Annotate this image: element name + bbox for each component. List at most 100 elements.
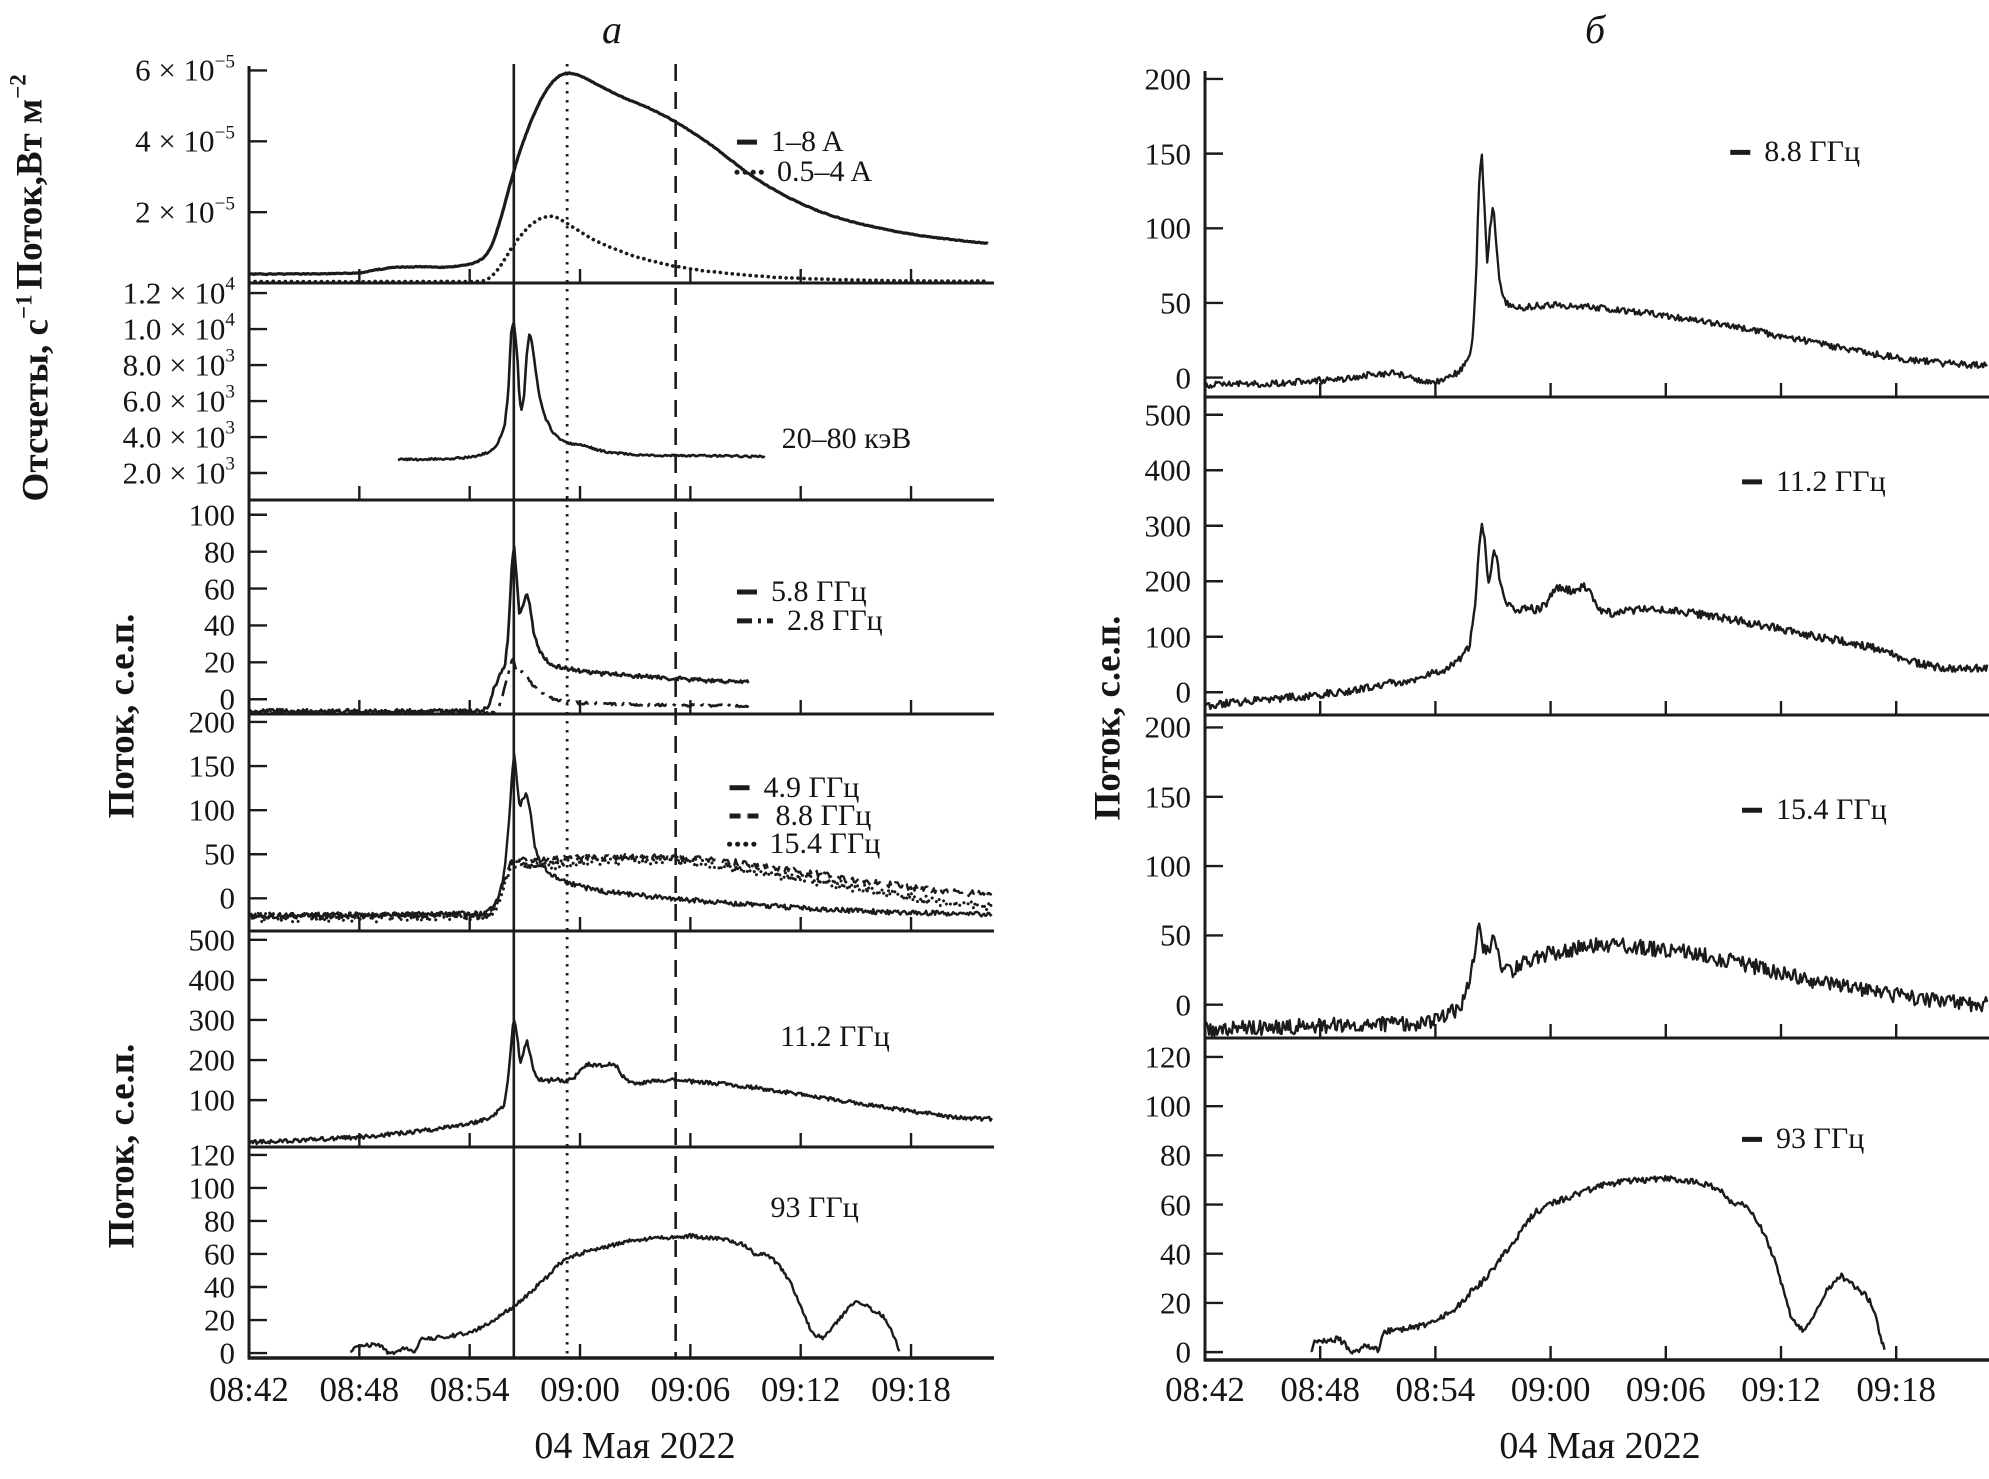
series-curve-93-GHz bbox=[350, 1232, 901, 1356]
legend-label: 93 ГГц bbox=[770, 1191, 859, 1225]
x-tick-label: 09:00 bbox=[540, 1370, 620, 1409]
x-tick-label: 09:06 bbox=[650, 1370, 731, 1409]
y-tick-label: 40 bbox=[204, 607, 235, 643]
x-tick-label: 09:18 bbox=[871, 1370, 951, 1409]
y-tick-label: 150 bbox=[1144, 779, 1192, 815]
y-axis-title: Поток,Вт м−2 bbox=[5, 74, 51, 290]
x-tick-label: 08:48 bbox=[1280, 1370, 1361, 1409]
x-tick-label: 09:12 bbox=[1741, 1370, 1821, 1409]
x-axis-date-right: 04 Мая 2022 bbox=[1499, 1425, 1701, 1467]
y-tick-label: 20 bbox=[204, 644, 235, 680]
y-tick-label: 4.0 × 103 bbox=[122, 417, 235, 455]
legend-label: 8.8 ГГц bbox=[1764, 135, 1861, 169]
panel-b-radio-93 bbox=[1203, 1055, 1989, 1362]
y-tick-label: 60 bbox=[204, 1236, 235, 1272]
legend-label: 15.4 ГГц bbox=[1776, 793, 1887, 827]
y-tick-label: 200 bbox=[1144, 709, 1192, 745]
y-tick-label: 100 bbox=[1144, 1088, 1192, 1124]
panel-a-radio-11.2 bbox=[247, 938, 994, 1149]
y-tick-label: 500 bbox=[188, 922, 236, 958]
legend-label: 20–80 кэВ bbox=[781, 422, 912, 456]
panel-a-radio-5.8-2.8 bbox=[247, 513, 994, 716]
y-tick-label: 100 bbox=[1144, 619, 1192, 655]
y-tick-label: 1.0 × 104 bbox=[122, 309, 235, 347]
x-tick-label: 09:00 bbox=[1510, 1370, 1591, 1409]
legend-label: 11.2 ГГц bbox=[780, 1019, 890, 1053]
y-tick-label: 0 bbox=[219, 681, 236, 717]
y-tick-label: 40 bbox=[204, 1269, 235, 1305]
y-tick-label: 50 bbox=[1160, 285, 1191, 321]
series-curve-4.9-GHz bbox=[250, 753, 993, 920]
y-tick-label: 0 bbox=[1175, 674, 1192, 710]
y-tick-label: 300 bbox=[188, 1002, 236, 1038]
legend-label: 4.9 ГГц bbox=[763, 770, 860, 804]
series-curve-93-GHz bbox=[1310, 1174, 1886, 1355]
y-tick-label: 60 bbox=[1160, 1187, 1191, 1223]
y-tick-label: 100 bbox=[188, 1082, 236, 1118]
series-curve-15.4-GHz bbox=[1206, 922, 1989, 1038]
series-curve-8.8-GHz bbox=[250, 852, 993, 921]
legend-label: 0.5–4 A bbox=[776, 155, 872, 189]
x-tick-label: 08:42 bbox=[209, 1370, 289, 1409]
y-tick-label: 60 bbox=[204, 571, 235, 607]
series-curve-5.8-GHz bbox=[250, 545, 750, 714]
series-curve-20-80-keV bbox=[397, 321, 766, 462]
x-tick-label: 09:06 bbox=[1625, 1370, 1706, 1409]
y-tick-label: 150 bbox=[188, 748, 236, 784]
y-tick-label: 2.0 × 103 bbox=[122, 453, 235, 491]
y-tick-label: 150 bbox=[1144, 136, 1192, 172]
x-tick-label: 08:54 bbox=[1395, 1370, 1476, 1409]
y-tick-label: 6 × 10−5 bbox=[135, 51, 235, 88]
panel-a-goes-xray bbox=[247, 69, 994, 285]
panel-b-radio-15.4 bbox=[1203, 726, 1989, 1040]
panel-b-radio-11.2 bbox=[1203, 413, 1989, 717]
y-tick-label: 40 bbox=[1160, 1236, 1191, 1272]
y-tick-label: 100 bbox=[188, 1170, 236, 1206]
y-axis-title: Поток, с.е.п. bbox=[101, 1043, 143, 1249]
y-tick-label: 200 bbox=[188, 704, 236, 740]
x-tick-label: 08:48 bbox=[319, 1370, 400, 1409]
y-tick-label: 100 bbox=[188, 792, 236, 828]
y-tick-label: 100 bbox=[1144, 848, 1192, 884]
column-title-right: б bbox=[1584, 7, 1606, 52]
legend-label: 2.8 ГГц bbox=[786, 603, 883, 637]
series-curve-1-8-A bbox=[250, 71, 989, 277]
legend-label: 93 ГГц bbox=[1776, 1122, 1865, 1156]
y-tick-label: 0 bbox=[1175, 987, 1192, 1023]
series-curve-11.2-GHz bbox=[250, 1019, 993, 1146]
y-tick-label: 2 × 10−5 bbox=[135, 193, 235, 230]
y-tick-label: 500 bbox=[1144, 397, 1192, 433]
x-tick-label: 08:42 bbox=[1165, 1370, 1245, 1409]
legend-label: 8.8 ГГц bbox=[775, 798, 872, 832]
panel-b-radio-8.8 bbox=[1203, 77, 1989, 399]
x-tick-label: 09:18 bbox=[1856, 1370, 1937, 1409]
y-tick-label: 50 bbox=[1160, 917, 1191, 953]
y-tick-label: 0 bbox=[219, 880, 236, 916]
y-axis-title: Поток, с.е.п. bbox=[101, 613, 143, 819]
x-axis-date-left: 04 Мая 2022 bbox=[534, 1425, 736, 1467]
y-tick-label: 400 bbox=[188, 962, 236, 998]
legend-label: 5.8 ГГц bbox=[770, 575, 867, 609]
y-tick-label: 0 bbox=[1175, 360, 1192, 396]
y-tick-label: 80 bbox=[1160, 1137, 1191, 1173]
panel-a-radio-4.9-8.8-15.4 bbox=[247, 720, 994, 933]
y-tick-label: 100 bbox=[188, 497, 236, 533]
legend-label: 11.2 ГГц bbox=[1776, 464, 1886, 498]
legend-label: 1–8 A bbox=[770, 125, 844, 159]
y-tick-label: 120 bbox=[1144, 1039, 1192, 1075]
y-tick-label: 300 bbox=[1144, 508, 1192, 544]
y-tick-label: 200 bbox=[1144, 563, 1192, 599]
panel-column-b bbox=[1203, 71, 1989, 1362]
series-curve-8.8-GHz bbox=[1206, 153, 1988, 389]
y-tick-label: 20 bbox=[1160, 1285, 1191, 1321]
y-tick-label: 50 bbox=[204, 836, 235, 872]
series-curve-15.4-GHz bbox=[250, 853, 994, 924]
y-tick-label: 400 bbox=[1144, 452, 1192, 488]
x-tick-label: 09:12 bbox=[760, 1370, 841, 1409]
y-tick-label: 20 bbox=[204, 1302, 235, 1338]
y-tick-label: 0 bbox=[1175, 1334, 1192, 1370]
y-tick-label: 4 × 10−5 bbox=[135, 122, 235, 159]
panel-a-hxr-20-80-kev bbox=[247, 291, 994, 502]
